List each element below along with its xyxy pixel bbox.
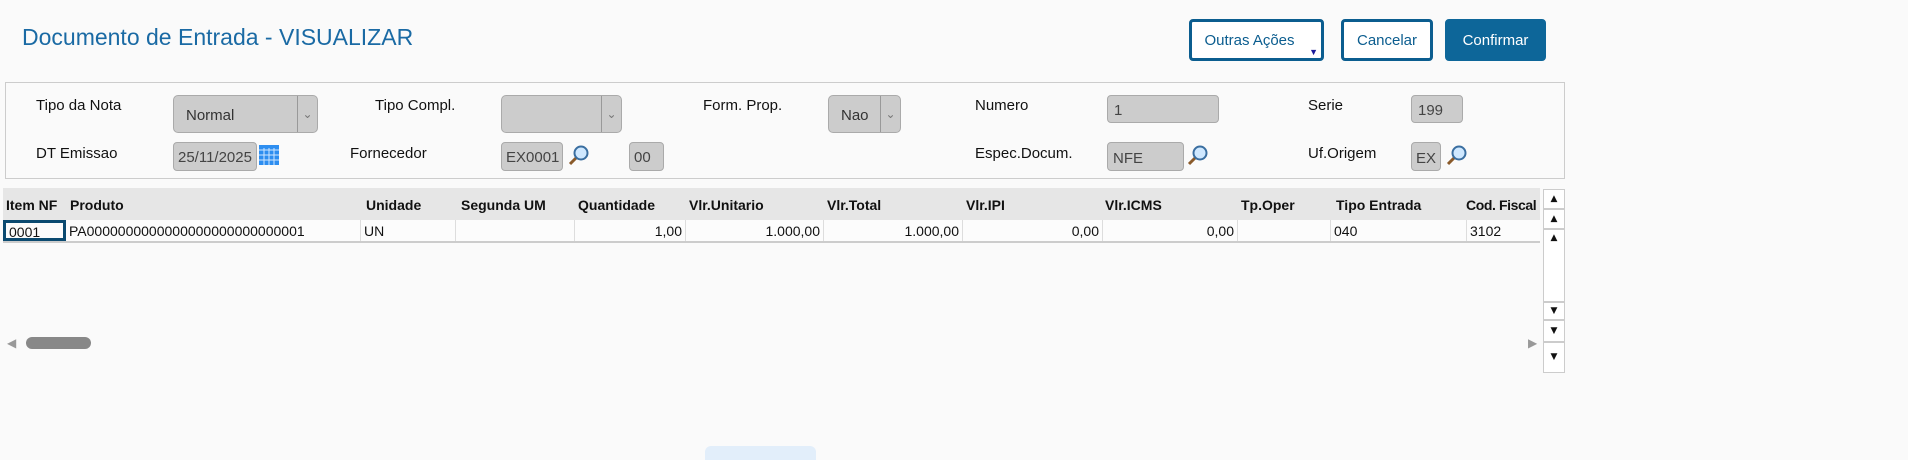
horizontal-scrollbar-thumb[interactable] [26,337,91,349]
tipo-nota-select[interactable]: Normal ⌄ [173,95,318,133]
col-header[interactable]: Cod. Fiscal [1466,197,1537,213]
dt-emissao-field[interactable]: 25/11/2025 [173,142,257,171]
numero-label: Numero [975,97,1029,114]
cell-vlr-total[interactable]: 1.000,00 [824,220,963,241]
search-lens-icon[interactable] [1446,144,1468,166]
col-header[interactable]: Vlr.Unitario [689,197,764,213]
scroll-down-button[interactable]: ▼ [1543,302,1565,320]
cell-cod-fiscal[interactable]: 3102 [1470,223,1502,239]
cell-segunda-um[interactable] [456,220,575,241]
scroll-bottom-button[interactable]: ▼ [1543,342,1565,373]
search-lens-icon[interactable] [568,144,590,166]
fornecedor-field[interactable]: EX0001 [501,142,563,171]
scroll-page-down-button[interactable]: ▼ [1543,320,1565,342]
page-title: Documento de Entrada - VISUALIZAR [22,24,414,50]
scroll-page-up-button[interactable]: ▲ [1543,209,1565,229]
bottom-tab-handle[interactable] [705,446,816,460]
cell-produto[interactable]: PA0000000000000000000000000001 [66,220,361,241]
table-row[interactable]: 0001 PA0000000000000000000000000001 UN 1… [3,220,1540,243]
scroll-up-button[interactable]: ▲ [1543,229,1565,302]
chevron-down-icon: ⌄ [297,96,317,132]
uf-origem-label: Uf.Origem [1308,145,1377,162]
col-header[interactable]: Vlr.IPI [966,197,1005,213]
other-actions-button[interactable]: Outras Ações ▼ [1189,19,1324,61]
col-header[interactable]: Produto [70,197,124,213]
scroll-right-icon[interactable]: ▶ [1528,336,1538,350]
form-prop-value: Nao [841,107,869,124]
numero-field[interactable]: 1 [1107,95,1219,123]
confirm-button[interactable]: Confirmar [1445,19,1546,61]
col-header[interactable]: Quantidade [578,197,656,213]
cell-tipo-entrada[interactable]: 040 [1331,220,1467,241]
tipo-compl-select[interactable]: ⌄ [501,95,622,133]
form-prop-select[interactable]: Nao ⌄ [828,95,901,133]
scroll-top-button[interactable]: ▲ [1543,189,1565,209]
other-actions-label: Outras Ações [1204,31,1295,49]
dt-emissao-label: DT Emissao [36,145,118,162]
chevron-down-icon: ⌄ [601,96,621,132]
serie-field[interactable]: 199 [1411,95,1463,123]
tipo-compl-label: Tipo Compl. [375,97,456,114]
cell-vlr-unitario[interactable]: 1.000,00 [686,220,824,241]
espec-docum-label: Espec.Docum. [975,145,1073,162]
cell-tp-oper[interactable] [1238,220,1331,241]
grid-header: Item NF Produto Unidade Segunda UM Quant… [3,188,1540,220]
tipo-nota-label: Tipo da Nota [36,97,122,114]
cell-item[interactable]: 0001 [3,220,66,241]
form-prop-label: Form. Prop. [703,97,783,114]
header-form-panel: Tipo da Nota Normal ⌄ Tipo Compl. ⌄ Form.… [5,82,1565,179]
serie-label: Serie [1308,97,1344,114]
col-header[interactable]: Vlr.ICMS [1105,197,1162,213]
cell-vlr-icms[interactable]: 0,00 [1103,220,1238,241]
scroll-left-icon[interactable]: ◀ [7,336,17,350]
col-header[interactable]: Vlr.Total [827,197,882,213]
calendar-icon[interactable] [259,145,279,165]
col-header[interactable]: Segunda UM [461,197,546,213]
col-header[interactable]: Tp.Oper [1241,197,1295,213]
col-header[interactable]: Item NF [6,197,58,213]
tipo-nota-value: Normal [186,107,235,124]
col-header[interactable]: Unidade [366,197,422,213]
cancel-button[interactable]: Cancelar [1341,19,1433,61]
uf-origem-field[interactable]: EX [1411,142,1441,171]
espec-docum-field[interactable]: NFE [1107,142,1184,171]
dropdown-triangle-icon: ▼ [1309,47,1318,57]
chevron-down-icon: ⌄ [880,96,900,132]
col-header[interactable]: Tipo Entrada [1336,197,1422,213]
cell-quantidade[interactable]: 1,00 [575,220,686,241]
fornecedor-loja-field[interactable]: 00 [629,142,664,171]
search-lens-icon[interactable] [1187,144,1209,166]
fornecedor-label: Fornecedor [350,145,427,162]
cell-unidade[interactable]: UN [361,220,456,241]
cell-vlr-ipi[interactable]: 0,00 [963,220,1103,241]
